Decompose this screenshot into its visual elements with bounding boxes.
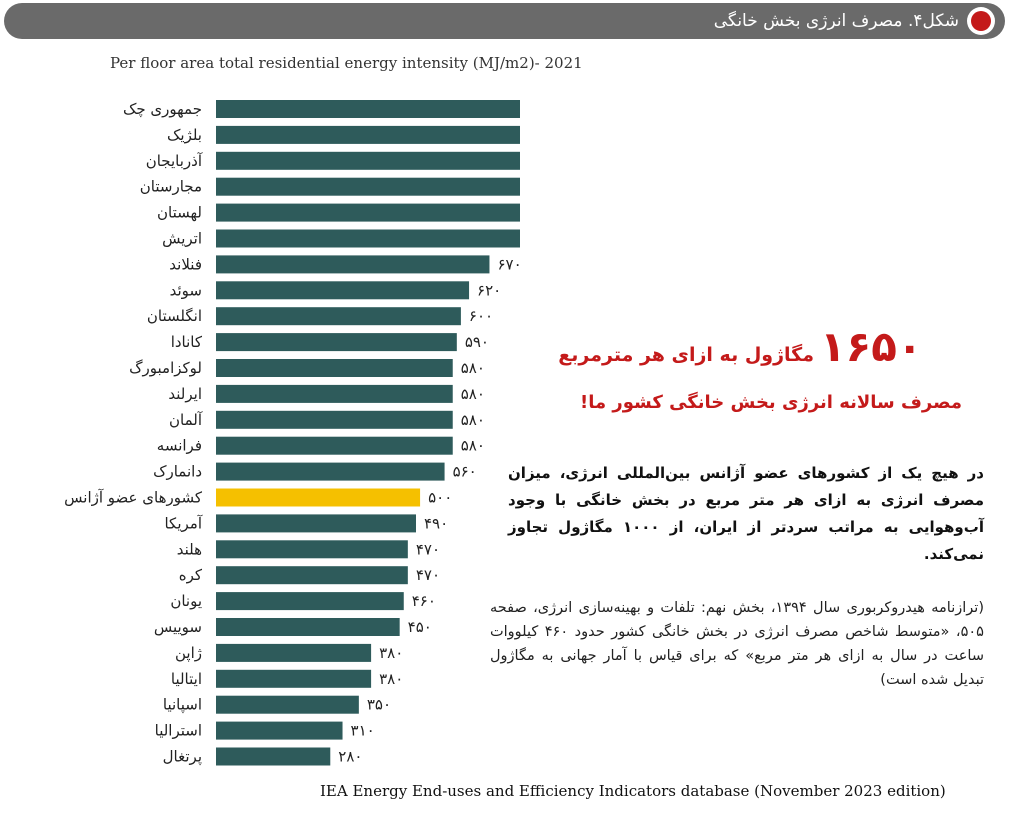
bar <box>216 721 343 740</box>
category-label: ژاپن <box>175 644 202 663</box>
category-label: اسپانیا <box>163 696 202 715</box>
category-label: اتریش <box>162 230 202 248</box>
value-label: ۵۹۰ <box>465 333 489 351</box>
category-label: کشورهای عضو آژانس <box>64 489 203 507</box>
bar <box>216 177 520 196</box>
bar <box>216 618 400 636</box>
value-label: ۶۲۰ <box>477 281 501 299</box>
category-label: سوییس <box>154 618 202 636</box>
bar <box>216 643 372 662</box>
category-label: کانادا <box>171 333 203 351</box>
category-label: پرتغال <box>163 748 202 767</box>
bar <box>216 669 372 688</box>
bar <box>216 410 453 429</box>
callout-unit: مگاژول به ازای هر مترمربع <box>558 344 814 366</box>
callout-number: ۱۶۵۰ <box>820 322 923 371</box>
category-label: جمهوری چک <box>123 100 202 118</box>
bar <box>216 592 404 611</box>
bar <box>216 540 408 559</box>
category-label: مجارستان <box>140 178 202 196</box>
bar <box>216 488 421 507</box>
category-label: یونان <box>170 592 202 610</box>
category-label: لهستان <box>157 204 202 222</box>
bar <box>216 747 331 766</box>
value-label: ۲۸۰ <box>338 748 362 766</box>
category-label: آمریکا <box>164 514 202 532</box>
category-label: بلژیک <box>167 126 202 144</box>
category-label: کره <box>179 566 203 584</box>
bar <box>216 229 520 248</box>
category-label: آلمان <box>169 411 203 429</box>
category-label: ایتالیا <box>171 670 202 688</box>
bar <box>216 100 520 118</box>
category-label: ایرلند <box>168 385 202 403</box>
chart-title: Per floor area total residential energy … <box>110 54 583 72</box>
callout-subtitle: مصرف سالانه انرژی بخش خانگی کشور ما! <box>580 392 962 413</box>
bar-chart: جمهوری چک۹۸۰بلژیک۸۷۰آذربایجان۸۶۰مجارستان… <box>64 100 520 767</box>
bar <box>216 359 453 377</box>
category-label: فرانسه <box>157 437 202 455</box>
value-label: ۵۸۰ <box>461 385 485 403</box>
category-label: آذربایجان <box>146 152 203 170</box>
value-label: ۵۸۰ <box>461 437 485 455</box>
bar <box>216 695 359 714</box>
value-label: ۳۱۰ <box>351 722 375 740</box>
explanation-paragraph: در هیچ یک از کشورهای عضو آژانس بین‌الملل… <box>508 464 984 563</box>
header-bar: شکل۴. مصرف انرژی بخش خانگی <box>4 3 1005 39</box>
category-label: هلند <box>177 540 202 558</box>
bar <box>216 307 461 326</box>
value-label: ۴۹۰ <box>424 514 448 532</box>
category-label: لوکزامبورگ <box>129 359 202 377</box>
value-label: ۴۷۰ <box>416 540 440 558</box>
category-label: انگلستان <box>147 307 202 325</box>
bar <box>216 333 457 352</box>
source-note: (ترازنامه هیدروکربوری سال ۱۳۹۴، بخش نهم:… <box>490 600 984 688</box>
category-label: سوئد <box>170 281 202 299</box>
bar <box>216 151 520 170</box>
value-label: ۳۵۰ <box>367 696 391 714</box>
value-label: ۶۰۰ <box>469 307 493 325</box>
value-label: ۴۷۰ <box>416 566 440 584</box>
bar <box>216 566 408 585</box>
value-label: ۴۵۰ <box>408 618 432 636</box>
record-dot-icon <box>967 7 995 35</box>
bar <box>216 203 520 222</box>
bar <box>216 125 520 144</box>
bar <box>216 436 453 455</box>
category-label: دانمارک <box>153 463 202 481</box>
data-source: IEA Energy End-uses and Efficiency Indic… <box>320 782 946 800</box>
bar <box>216 281 470 300</box>
value-label: ۶۷۰ <box>497 255 520 273</box>
value-label: ۵۸۰ <box>461 411 485 429</box>
bar <box>216 255 490 274</box>
value-label: ۵۰۰ <box>428 489 452 507</box>
value-label: ۳۸۰ <box>379 670 403 688</box>
value-label: ۵۶۰ <box>453 463 477 481</box>
value-label: ۵۸۰ <box>461 359 485 377</box>
category-label: استرالیا <box>155 722 202 740</box>
category-label: فنلاند <box>169 255 202 273</box>
value-label: ۴۶۰ <box>412 592 436 610</box>
bar <box>216 462 445 481</box>
bar <box>216 514 416 533</box>
figure-title: شکل۴. مصرف انرژی بخش خانگی <box>713 11 959 31</box>
bar <box>216 384 453 403</box>
value-label: ۳۸۰ <box>379 644 403 662</box>
